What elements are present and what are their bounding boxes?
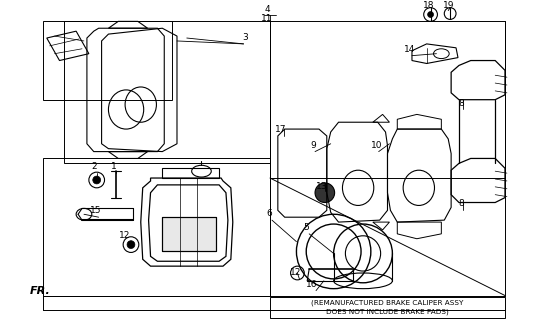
Ellipse shape <box>428 12 434 18</box>
Text: 3: 3 <box>242 33 248 42</box>
Text: 4: 4 <box>264 4 270 13</box>
Ellipse shape <box>127 241 135 249</box>
Text: 19: 19 <box>443 1 455 10</box>
Text: 17: 17 <box>275 125 287 134</box>
Text: 8: 8 <box>458 199 464 208</box>
Text: 12: 12 <box>119 231 131 240</box>
Text: 9: 9 <box>310 140 316 150</box>
Text: 2: 2 <box>91 162 97 171</box>
Ellipse shape <box>93 176 100 184</box>
Ellipse shape <box>315 183 335 203</box>
Polygon shape <box>163 217 216 252</box>
FancyBboxPatch shape <box>270 297 505 318</box>
Text: 5: 5 <box>303 223 309 232</box>
Text: 15: 15 <box>90 206 102 215</box>
Text: FR.: FR. <box>30 286 51 296</box>
Text: 14: 14 <box>404 45 416 54</box>
Text: 12: 12 <box>290 268 301 277</box>
Text: 13: 13 <box>316 182 328 191</box>
Text: 6: 6 <box>266 209 272 218</box>
Text: 18: 18 <box>423 1 434 10</box>
Text: 10: 10 <box>371 140 382 150</box>
Text: 8: 8 <box>458 99 464 108</box>
Text: 11: 11 <box>261 14 273 23</box>
Text: 16: 16 <box>306 280 318 289</box>
Text: 1: 1 <box>111 162 116 171</box>
Text: (REMANUFACTURED BRAKE CALIPER ASSY
DOES NOT INCLUDE BRAKE PADS): (REMANUFACTURED BRAKE CALIPER ASSY DOES … <box>311 300 464 315</box>
